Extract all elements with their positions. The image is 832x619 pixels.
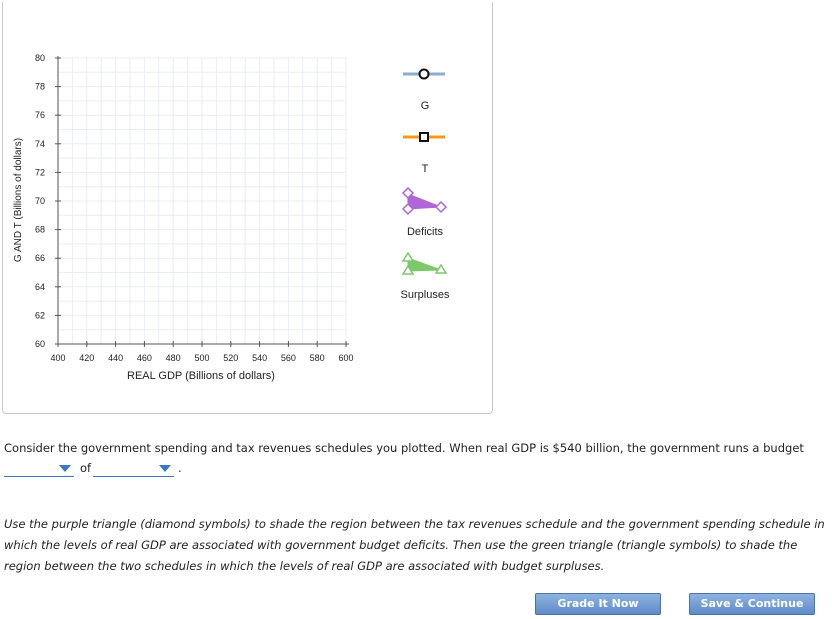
y-tick-label: 76	[35, 110, 45, 120]
circle-marker-icon	[418, 68, 430, 80]
of-text: of	[80, 461, 92, 475]
y-tick-label: 78	[35, 82, 45, 92]
period-text: .	[178, 461, 182, 475]
y-tick-label: 72	[35, 167, 45, 177]
y-tick-label: 80	[35, 53, 45, 63]
y-tick-label: 66	[35, 253, 45, 263]
instructions-text: Use the purple triangle (diamond symbols…	[4, 517, 825, 573]
save-continue-button[interactable]: Save & Continue	[689, 593, 815, 615]
graph-panel: 400 420 440 460 480 500 520 540 560 580 600 60 62 64 6…	[2, 2, 493, 414]
y-tick-label: 68	[35, 225, 45, 235]
x-tick-label: 520	[223, 353, 238, 363]
grade-it-now-button[interactable]: Grade It Now	[535, 593, 661, 615]
question-text: Consider the government spending and tax…	[4, 441, 804, 455]
x-tick-label: 400	[50, 353, 65, 363]
y-axis-label: G AND T (Billions of dollars)	[13, 138, 24, 262]
legend-deficits-label: Deficits	[406, 226, 444, 238]
x-tick-label: 600	[338, 353, 353, 363]
x-axis-label: REAL GDP (Billions of dollars)	[127, 370, 275, 382]
legend-g-tool[interactable]	[403, 68, 445, 80]
x-tick-label: 440	[108, 353, 123, 363]
x-tick-label: 500	[194, 353, 209, 363]
legend-t-tool[interactable]	[403, 132, 445, 142]
square-marker-icon	[419, 132, 429, 142]
triangle-marker-icon	[401, 251, 415, 262]
x-tick-label: 460	[137, 353, 152, 363]
legend-t-label: T	[421, 163, 429, 175]
y-tick-label: 60	[35, 339, 45, 349]
diamond-marker-icon	[401, 186, 415, 200]
chart[interactable]: 400 420 440 460 480 500 520 540 560 580 600 60 62 64 6…	[3, 2, 492, 413]
x-tick-label: 540	[252, 353, 267, 363]
x-tick-label: 560	[281, 353, 296, 363]
legend-g-label: G	[420, 100, 430, 112]
chevron-down-icon	[59, 465, 71, 472]
x-tick-label: 420	[79, 353, 94, 363]
chevron-down-icon	[159, 465, 171, 472]
y-tick-label: 70	[35, 196, 45, 206]
y-tick-label: 64	[35, 282, 45, 292]
legend-surpluses-tool[interactable]	[401, 251, 448, 275]
legend-surpluses-label: Surpluses	[400, 289, 450, 301]
y-tick-label: 62	[35, 310, 45, 320]
x-tick-label: 480	[166, 353, 181, 363]
legend-deficits-tool[interactable]	[401, 186, 448, 216]
budget-amount-dropdown[interactable]	[93, 461, 174, 477]
y-tick-label: 74	[35, 139, 45, 149]
x-tick-label: 580	[310, 353, 325, 363]
budget-type-dropdown[interactable]	[4, 461, 74, 477]
